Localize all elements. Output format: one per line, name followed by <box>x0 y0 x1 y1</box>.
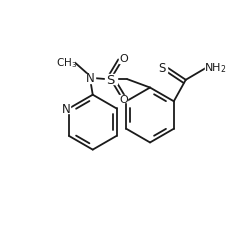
Text: S: S <box>106 73 115 86</box>
Bar <box>62 105 70 114</box>
Text: N: N <box>86 72 95 85</box>
Bar <box>205 64 225 74</box>
Bar <box>105 75 117 85</box>
Text: S: S <box>158 62 166 75</box>
Bar <box>119 57 127 64</box>
Text: NH$_2$: NH$_2$ <box>204 61 226 75</box>
Bar <box>119 96 127 103</box>
Text: CH$_3$: CH$_3$ <box>56 56 77 70</box>
Bar <box>58 59 74 67</box>
Bar <box>157 64 167 74</box>
Bar <box>86 74 95 83</box>
Text: O: O <box>119 54 128 64</box>
Text: O: O <box>119 95 128 105</box>
Text: N: N <box>61 102 70 115</box>
